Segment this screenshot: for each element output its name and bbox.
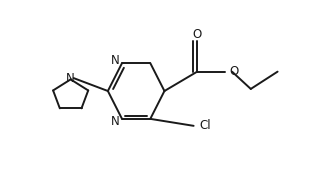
Text: O: O [192, 28, 202, 41]
Text: N: N [111, 54, 120, 67]
Text: N: N [66, 72, 75, 85]
Text: N: N [111, 115, 120, 128]
Text: Cl: Cl [200, 119, 211, 132]
Text: O: O [229, 65, 238, 78]
